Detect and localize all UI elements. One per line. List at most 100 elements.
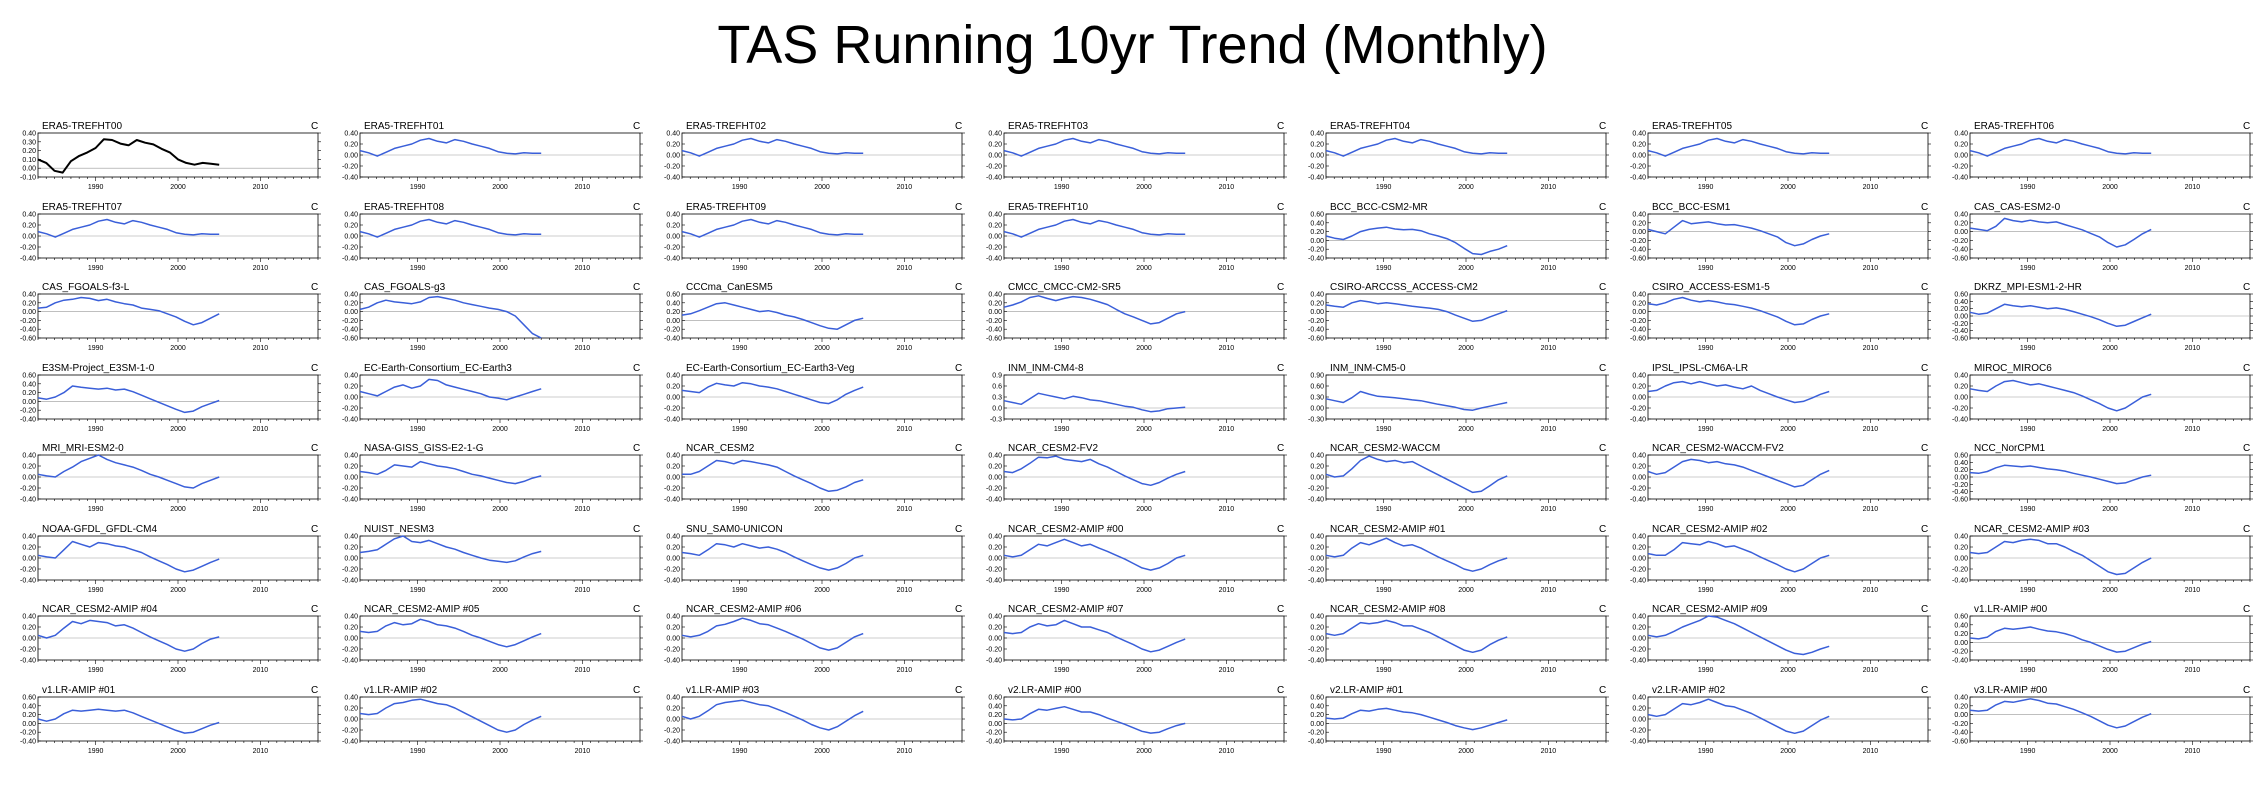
x-tick-label: 1990	[1376, 265, 1392, 272]
x-tick-label: 2000	[814, 345, 830, 352]
y-tick-label: 0.20	[1632, 625, 1646, 632]
panel-title: CCCma_CanESM5	[686, 282, 773, 293]
panel-plot: 0.40 0.20 0.00 -0.20 -0.40 1990 2000 2010	[1630, 533, 1931, 594]
x-tick-label: 1990	[410, 265, 426, 272]
y-tick-label: 0.00	[22, 720, 36, 727]
x-tick-label: 2000	[2102, 506, 2118, 513]
y-tick-label: -0.40	[664, 336, 680, 343]
y-tick-label: 0.00	[22, 166, 36, 173]
y-tick-label: 0.40	[666, 211, 680, 218]
panel-title: CAS_FGOALS-f3-L	[42, 282, 130, 293]
x-tick-label: 2000	[1780, 426, 1796, 433]
y-tick-label: -0.40	[986, 497, 1002, 504]
x-tick-label: 2010	[897, 506, 913, 513]
series-line	[1969, 303, 2152, 328]
y-tick-label: 0.00	[1954, 394, 1968, 401]
panel-units-label: C	[955, 443, 963, 454]
panel-units-label: C	[955, 201, 963, 213]
y-tick-label: -0.20	[986, 486, 1002, 493]
y-tick-label: -0.20	[1308, 729, 1324, 736]
x-tick-label: 1990	[1054, 184, 1070, 191]
chart-panel: NCAR_CESM2-AMIP #07 C 0.40 0.20 0.00 -0.20 -0.…	[984, 604, 1304, 684]
series-line	[359, 137, 542, 157]
x-tick-label: 1990	[2020, 345, 2036, 352]
panel-title: NASA-GISS_GISS-E2-1-G	[364, 443, 484, 454]
chart-panel: ERA5-TREFHT03 C 0.40 0.20 0.00 -0.20 -0.40 1990…	[984, 121, 1304, 201]
x-tick-label: 1990	[410, 345, 426, 352]
series-line	[1003, 218, 1186, 238]
x-tick-label: 2000	[2102, 426, 2118, 433]
y-tick-label: 0.20	[988, 300, 1002, 307]
panel-plot: 0.400.20 0.00 -0.20 -0.40 -0.60 1990 2000 2010	[342, 292, 643, 352]
y-tick-label: 0.40	[1954, 299, 1968, 306]
y-tick-label: -0.20	[664, 727, 680, 734]
y-tick-label: 0.40	[344, 211, 358, 218]
series-line	[359, 460, 542, 485]
y-tick-label: 0.20	[1632, 705, 1646, 712]
chart-panel: NCAR_CESM2-AMIP #03 C 0.40 0.20 0.00 -0.20 -0.…	[1950, 523, 2265, 604]
y-tick-label: -0.40	[1952, 416, 1968, 423]
x-tick-label: 1990	[1698, 265, 1714, 272]
series-line	[1003, 137, 1186, 157]
y-tick-label: -0.40	[1952, 489, 1968, 496]
y-tick-label: 0.00	[1632, 475, 1646, 482]
x-tick-label: 2010	[897, 587, 913, 594]
y-tick-label: 0.40	[1632, 453, 1646, 460]
x-tick-label: 2010	[2185, 748, 2201, 755]
x-tick-label: 2010	[2185, 587, 2201, 594]
panel-plot: 0.40 0.20 0.00 -0.20 -0.40 1990 2000 2010	[664, 131, 965, 191]
panel-plot: 0.40 0.20 0.00 -0.20 -0.40 1990 2000 2010	[986, 533, 1287, 594]
x-tick-label: 2010	[897, 184, 913, 191]
panel-plot: 0.40 0.20 0.00 -0.20 -0.40 1990 2000 2010	[342, 211, 643, 272]
y-tick-label: 0.00	[1310, 237, 1324, 244]
y-tick-label: 0.00	[666, 716, 680, 723]
panel-plot: 0.40 0.20 0.00 -0.20 -0.40 1990 2000 2010	[342, 372, 643, 433]
x-tick-label: 2000	[1458, 748, 1474, 755]
y-tick-label: -0.20	[986, 244, 1002, 251]
series-line	[37, 384, 220, 413]
y-tick-label: 0.40	[22, 614, 36, 621]
panel-plot: 0.40 0.20 0.00 -0.20 -0.40 1990 2000 2010	[20, 614, 321, 674]
y-tick-label: 0.60	[1310, 694, 1324, 701]
x-tick-label: 2000	[1780, 667, 1796, 674]
panel-units-label: C	[633, 684, 641, 696]
plot-frame	[359, 293, 641, 339]
x-tick-label: 1990	[1698, 345, 1714, 352]
x-tick-label: 1990	[732, 265, 748, 272]
panel-title: v2.LR-AMIP #01	[1330, 684, 1404, 696]
y-tick-label: -0.40	[664, 738, 680, 745]
y-tick-label: 0.20	[22, 390, 36, 397]
y-tick-label: -0.60	[20, 336, 36, 343]
y-tick-label: -0.40	[1952, 658, 1968, 665]
panel-units-label: C	[633, 523, 641, 535]
panel-title: NCAR_CESM2-AMIP #03	[1974, 523, 2090, 535]
x-tick-label: 2010	[897, 426, 913, 433]
chart-panel: v3.LR-AMIP #00 C 0.40 0.20 0.00 -0.20 -0.40 -0.…	[1950, 685, 2265, 765]
chart-panel: ERA5-TREFHT09 C 0.40 0.20 0.00 -0.20 -0.40 1990…	[662, 201, 982, 282]
y-tick-label: -0.40	[1952, 729, 1968, 736]
panel-plot: 0.400.20 0.00 -0.20 -0.40 -0.60 1990 2000 2010	[986, 292, 1287, 352]
chart-panel: v1.LR-AMIP #00 C 0.60 0.40 0.20 0.00 -0.20 -0.4…	[1950, 604, 2265, 684]
x-tick-label: 2000	[1136, 748, 1152, 755]
x-tick-label: 1990	[88, 426, 104, 433]
chart-panel: v1.LR-AMIP #01 C 0.60 0.40 0.20 0.00 -0.20 -0.4…	[18, 685, 338, 765]
y-tick-label: 0.40	[988, 131, 1002, 138]
panel-title: NCAR_CESM2-AMIP #08	[1330, 604, 1446, 615]
y-tick-label: -0.60	[986, 336, 1002, 343]
panel-plot: 0.40 0.20 0.00 -0.20 -0.40 1990 2000 2010	[342, 694, 643, 755]
series-line	[1325, 455, 1508, 494]
panel-units-label: C	[1599, 523, 1607, 535]
y-tick-label: -0.20	[342, 727, 358, 734]
y-tick-label: 0.20	[344, 222, 358, 229]
panel-units-label: C	[955, 684, 963, 696]
panel-title: IPSL_IPSL-CM6A-LR	[1652, 362, 1749, 374]
y-tick-label: 0.00	[344, 233, 358, 240]
y-tick-label: 0.00	[1954, 314, 1968, 321]
panel-title: ERA5-TREFHT07	[42, 201, 123, 213]
panel-title: NCAR_CESM2-AMIP #07	[1008, 604, 1124, 615]
panel-title: NCC_NorCPM1	[1974, 443, 2046, 454]
chart-panel: CSIRO-ARCCSS_ACCESS-CM2 C 0.40 0.20 0.00 -0.2…	[1306, 282, 1626, 362]
x-tick-label: 2000	[492, 748, 508, 755]
y-tick-label: 0.40	[666, 300, 680, 307]
series-line	[1647, 540, 1830, 573]
